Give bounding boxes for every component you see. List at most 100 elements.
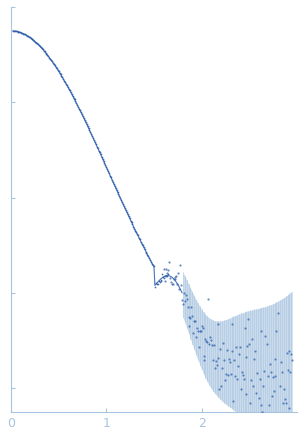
Point — [31, 37, 36, 44]
Point — [127, 215, 132, 222]
Point — [68, 89, 73, 96]
Point — [262, 368, 267, 375]
Point — [85, 123, 90, 130]
Point — [226, 355, 231, 362]
Point — [70, 92, 75, 99]
Point — [224, 347, 229, 354]
Point — [21, 30, 26, 37]
Point — [257, 375, 262, 382]
Point — [165, 269, 170, 276]
Point — [221, 340, 226, 347]
Point — [98, 151, 103, 158]
Point — [174, 272, 179, 279]
Point — [24, 32, 29, 39]
Point — [182, 298, 187, 305]
Point — [184, 296, 189, 303]
Point — [245, 343, 250, 350]
Point — [120, 199, 125, 206]
Point — [55, 66, 60, 73]
Point — [227, 358, 232, 365]
Point — [56, 68, 61, 75]
Point — [28, 35, 33, 42]
Point — [201, 356, 206, 363]
Point — [166, 271, 171, 278]
Point — [157, 278, 162, 285]
Point — [155, 280, 160, 287]
Point — [164, 266, 168, 273]
Point — [88, 129, 93, 136]
Point — [225, 371, 230, 378]
Point — [77, 105, 82, 112]
Point — [290, 357, 295, 364]
Point — [284, 350, 289, 357]
Point — [242, 324, 247, 331]
Point — [95, 145, 100, 152]
Point — [115, 189, 120, 196]
Point — [240, 371, 245, 378]
Point — [258, 402, 263, 409]
Point — [270, 373, 275, 380]
Point — [268, 368, 273, 375]
Point — [119, 196, 124, 203]
Point — [269, 392, 274, 399]
Point — [175, 280, 180, 287]
Point — [110, 178, 115, 185]
Point — [163, 278, 168, 285]
Point — [138, 239, 143, 246]
Point — [219, 383, 224, 390]
Point — [171, 276, 176, 283]
Point — [168, 278, 173, 285]
Point — [213, 357, 218, 364]
Point — [63, 79, 67, 86]
Point — [264, 412, 268, 419]
Point — [256, 395, 261, 402]
Point — [191, 330, 196, 337]
Point — [79, 109, 84, 116]
Point — [131, 223, 136, 230]
Point — [93, 139, 98, 146]
Point — [288, 369, 293, 376]
Point — [105, 166, 110, 173]
Point — [74, 100, 79, 107]
Point — [104, 164, 109, 171]
Point — [195, 324, 199, 331]
Point — [263, 332, 268, 339]
Point — [123, 206, 128, 213]
Point — [106, 168, 111, 175]
Point — [40, 45, 44, 52]
Point — [189, 303, 194, 310]
Point — [215, 354, 220, 361]
Point — [95, 143, 99, 150]
Point — [156, 278, 161, 285]
Point — [235, 376, 240, 383]
Point — [266, 373, 271, 380]
Point — [107, 170, 112, 177]
Point — [202, 353, 207, 360]
Point — [286, 404, 291, 411]
Point — [72, 96, 77, 103]
Point — [90, 133, 95, 140]
Point — [49, 56, 54, 63]
Point — [15, 28, 20, 35]
Point — [268, 361, 272, 368]
Point — [250, 336, 254, 343]
Point — [259, 327, 264, 334]
Point — [216, 320, 221, 327]
Point — [135, 230, 140, 237]
Point — [208, 333, 212, 340]
Point — [254, 369, 259, 376]
Point — [128, 217, 133, 224]
Point — [196, 343, 201, 350]
Point — [17, 29, 22, 36]
Point — [166, 266, 171, 273]
Point — [179, 282, 184, 289]
Point — [214, 362, 219, 369]
Point — [43, 49, 48, 56]
Point — [34, 39, 39, 46]
Point — [96, 147, 101, 154]
Point — [205, 339, 210, 346]
Point — [91, 135, 96, 142]
Point — [140, 241, 144, 248]
Point — [212, 364, 217, 371]
Point — [244, 391, 249, 398]
